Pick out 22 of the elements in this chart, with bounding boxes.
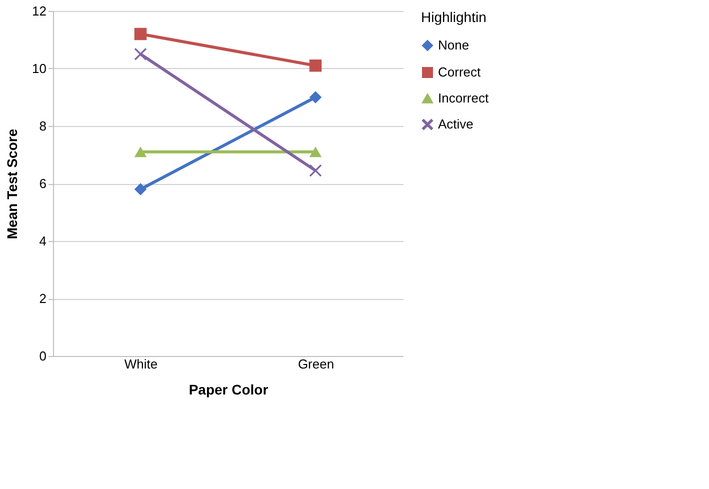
legend-title: Highlightin	[421, 9, 486, 25]
legend-label: Correct	[438, 64, 482, 80]
point	[309, 60, 322, 72]
y-tick-label: 10	[32, 61, 46, 76]
legend-label: Active	[438, 116, 474, 132]
legend-label: None	[438, 38, 470, 52]
point	[309, 164, 322, 177]
point	[134, 28, 147, 40]
x-tick-label: Green	[298, 356, 334, 372]
y-axis-title: Mean Test Score	[4, 128, 20, 240]
y-tick-label: 4	[39, 234, 46, 248]
y-tick-label: 0	[39, 348, 46, 364]
point	[134, 183, 147, 196]
point	[134, 48, 147, 60]
x-tick-label: White	[124, 356, 158, 372]
y-tick-label: 6	[39, 176, 46, 191]
point	[309, 91, 322, 104]
x-axis-title: Paper Color	[188, 382, 269, 398]
legend-label: Incorrect	[438, 90, 489, 106]
y-tick-label: 8	[39, 118, 46, 134]
y-tick-label: 12	[32, 4, 46, 18]
y-tick-label: 2	[39, 291, 46, 306]
